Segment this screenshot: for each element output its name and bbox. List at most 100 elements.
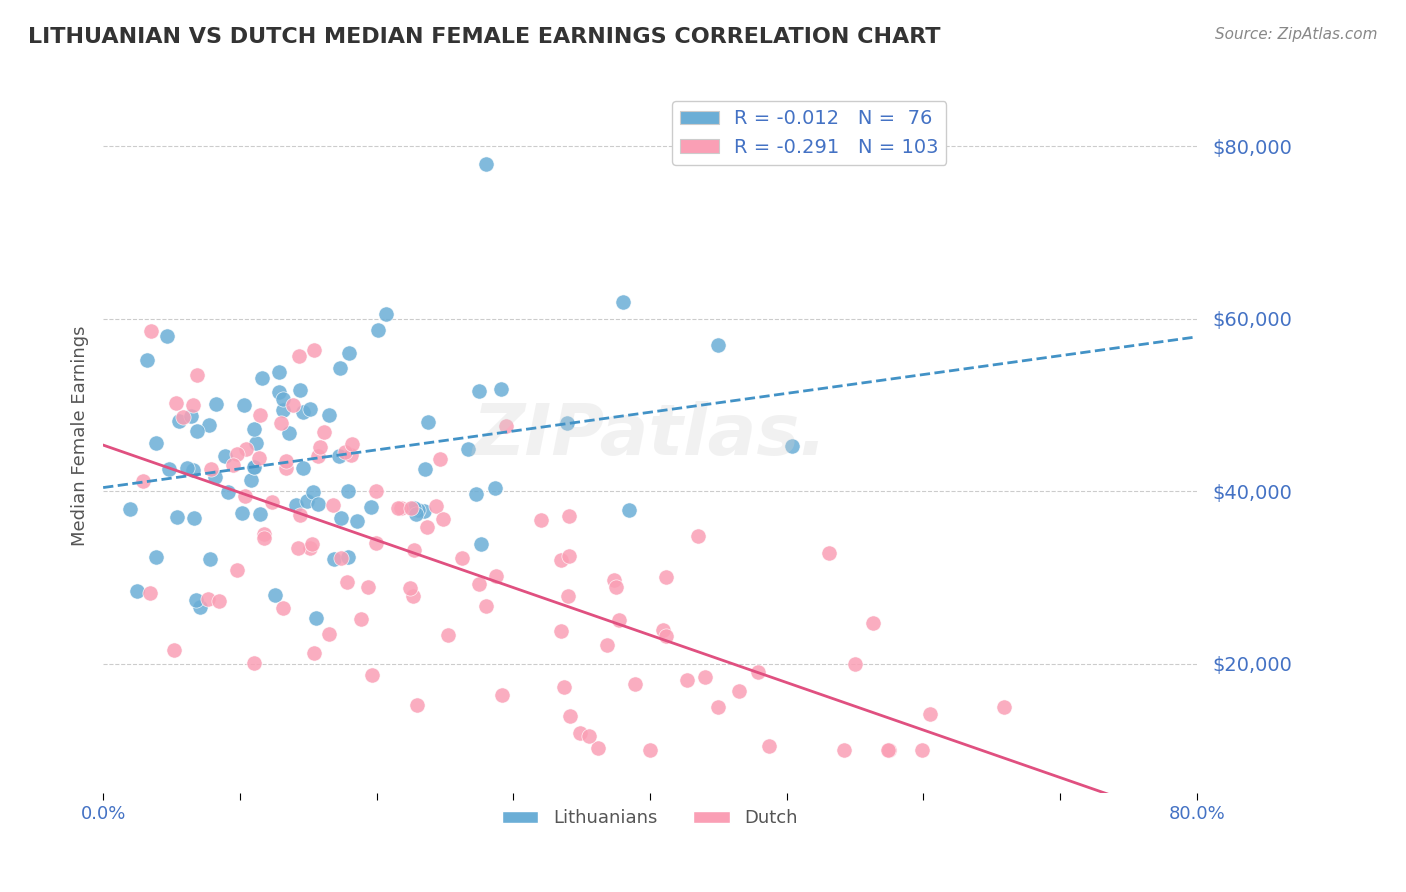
Point: [157, 461, 180, 475]
Point: [267, 365, 290, 379]
Point: [339, 345, 361, 359]
Point: [364, 536, 387, 550]
Point: [204, 397, 226, 411]
Point: [207, 593, 229, 607]
Point: [387, 501, 409, 516]
Point: [568, 726, 591, 740]
Point: [243, 460, 266, 475]
Point: [233, 490, 256, 504]
Point: [624, 676, 647, 690]
Point: [197, 592, 219, 607]
Point: [250, 371, 273, 385]
Point: [225, 563, 247, 577]
Point: [295, 494, 318, 508]
Point: [262, 495, 284, 509]
Point: [245, 436, 267, 450]
Point: [322, 499, 344, 513]
Point: [467, 577, 489, 591]
Point: [406, 502, 429, 516]
Text: ZIPatlas.: ZIPatlas.: [472, 401, 827, 470]
Point: [270, 416, 292, 430]
Point: [323, 551, 346, 566]
Point: [654, 570, 676, 584]
Point: [465, 486, 488, 500]
Point: [418, 416, 440, 430]
Point: [375, 307, 398, 321]
Point: [389, 501, 412, 516]
Point: [484, 569, 506, 583]
Point: [318, 408, 340, 422]
Point: [304, 647, 326, 661]
Point: [877, 743, 900, 757]
Point: [156, 329, 179, 343]
Point: [550, 553, 572, 567]
Point: [638, 743, 661, 757]
Point: [288, 349, 311, 363]
Point: [329, 551, 352, 566]
Point: [165, 396, 187, 410]
Point: [190, 599, 212, 614]
Point: [832, 743, 855, 757]
Point: [290, 508, 312, 522]
Y-axis label: Median Female Earnings: Median Female Earnings: [72, 326, 89, 546]
Point: [232, 398, 254, 412]
Point: [475, 599, 498, 614]
Point: [169, 414, 191, 428]
Point: [342, 436, 364, 450]
Point: [318, 627, 340, 641]
Point: [145, 435, 167, 450]
Point: [558, 709, 581, 723]
Point: [340, 448, 363, 462]
Point: [586, 740, 609, 755]
Point: [274, 454, 297, 468]
Point: [367, 323, 389, 337]
Point: [399, 501, 422, 516]
Point: [139, 325, 162, 339]
Point: [132, 475, 155, 489]
Point: [617, 503, 640, 517]
Point: [405, 507, 427, 521]
Point: [267, 385, 290, 400]
Point: [607, 613, 630, 627]
Point: [468, 384, 491, 399]
Point: [186, 424, 208, 438]
Point: [346, 515, 368, 529]
Point: [558, 549, 581, 563]
Point: [271, 402, 294, 417]
Point: [495, 419, 517, 434]
Point: [298, 541, 321, 555]
Point: [125, 583, 148, 598]
Point: [993, 700, 1015, 714]
Point: [404, 543, 426, 558]
Point: [204, 470, 226, 484]
Point: [263, 589, 285, 603]
Point: [243, 460, 266, 475]
Point: [180, 409, 202, 423]
Point: [301, 537, 323, 551]
Point: [413, 462, 436, 476]
Point: [247, 451, 270, 466]
Point: [333, 444, 356, 458]
Point: [235, 442, 257, 457]
Point: [844, 657, 866, 671]
Point: [655, 629, 678, 643]
Point: [299, 402, 322, 417]
Point: [176, 461, 198, 475]
Point: [429, 451, 451, 466]
Point: [181, 463, 204, 477]
Point: [307, 497, 329, 511]
Point: [276, 461, 298, 475]
Point: [401, 589, 423, 603]
Point: [172, 409, 194, 424]
Point: [217, 484, 239, 499]
Point: [437, 628, 460, 642]
Point: [145, 549, 167, 564]
Legend: Lithuanians, Dutch: Lithuanians, Dutch: [495, 802, 804, 834]
Point: [360, 500, 382, 514]
Point: [249, 408, 271, 422]
Point: [603, 573, 626, 587]
Point: [302, 485, 325, 500]
Point: [489, 382, 512, 396]
Point: [350, 612, 373, 626]
Point: [271, 392, 294, 406]
